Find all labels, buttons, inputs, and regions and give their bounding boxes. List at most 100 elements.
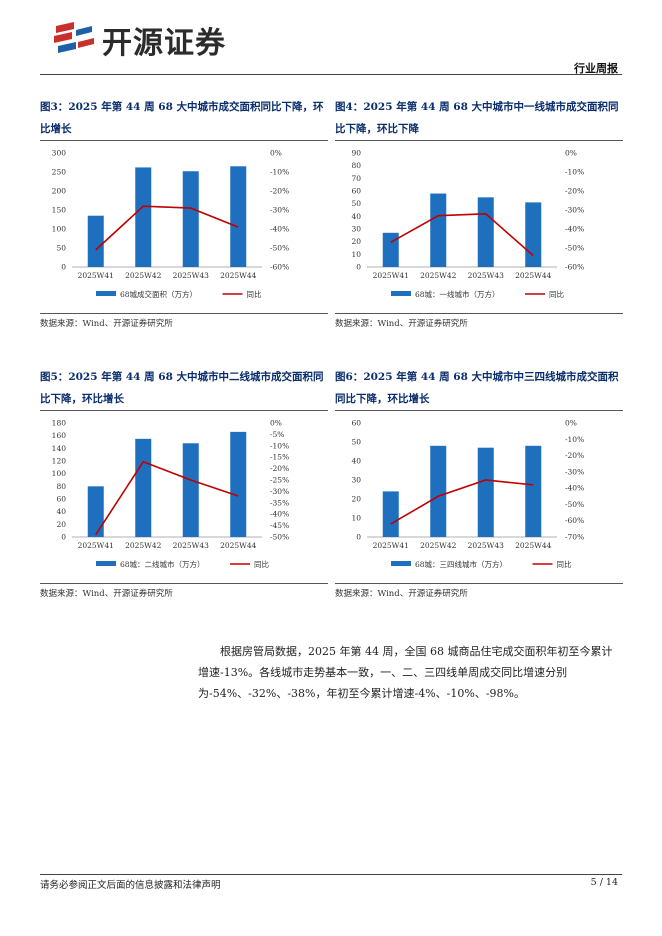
report-type: 行业周报	[574, 62, 618, 75]
y-left-tick-label: 0	[356, 263, 361, 272]
legend-bar-swatch	[391, 291, 411, 296]
y-right-tick-label: -10%	[565, 435, 584, 444]
y-left-tick-label: 160	[52, 431, 67, 440]
x-tick-label: 2025W43	[173, 541, 210, 550]
x-tick-label: 2025W43	[173, 271, 210, 280]
footer-rule	[40, 874, 622, 875]
y-left-tick-label: 0	[356, 533, 361, 542]
figure-panel-3: 图3：2025 年第 44 周 68 大中城市成交面积同比下降，环比增长 300…	[40, 96, 328, 329]
bar	[477, 197, 494, 267]
y-right-tick-label: -25%	[270, 476, 289, 485]
figure-source: 数据来源：Wind、开源证券研究所	[335, 589, 468, 599]
x-tick-label: 2025W42	[420, 541, 457, 550]
y-left-tick-label: 20	[56, 520, 66, 529]
y-right-tick-label: -30%	[565, 467, 584, 476]
y-right-tick-label: 0%	[270, 419, 282, 428]
x-tick-label: 2025W41	[373, 541, 409, 550]
y-right-tick-label: -40%	[565, 225, 584, 234]
chart-area: 90 80 70 60 50 40 30 20 10 0 0% -10% -20% -30% -40% -50…	[335, 141, 623, 313]
y-left-tick-label: 0	[61, 263, 66, 272]
figure-panel-6: 图6：2025 年第 44 周 68 大中城市中三四线城市成交面积同比下降，环比…	[335, 366, 623, 599]
figure-title: 图3：2025 年第 44 周 68 大中城市成交面积同比下降，环比增长	[40, 101, 324, 135]
y-left-tick-label: 60	[56, 495, 66, 504]
y-left-tick-label: 120	[52, 457, 67, 466]
header-rule	[40, 74, 622, 75]
y-left-tick-label: 50	[351, 438, 361, 447]
bar	[135, 167, 152, 267]
y-left-tick-label: 60	[351, 187, 361, 196]
y-left-tick-label: 0	[61, 533, 66, 542]
bar	[382, 232, 399, 267]
figure-title: 图5：2025 年第 44 周 68 大中城市中二线城市成交面积同比下降，环比增…	[40, 371, 324, 405]
legend-bar-label: 68城：二线城市（万方）	[120, 559, 205, 569]
y-right-tick-label: -40%	[565, 484, 584, 493]
bar	[430, 193, 447, 267]
chart-svg: 300 250 200 150 100 50 0 0% -10% -20% -30% -40% -50%…	[52, 149, 290, 300]
y-right-tick-label: -5%	[270, 430, 284, 439]
legend-bar-label: 68城：三四线城市（万方）	[415, 559, 507, 569]
figure-source: 数据来源：Wind、开源证券研究所	[40, 319, 173, 329]
y-right-tick-label: -20%	[565, 451, 584, 460]
y-left-tick-label: 40	[351, 457, 361, 466]
y-left-tick-label: 40	[56, 507, 66, 516]
page-number: 5 / 14	[590, 877, 618, 888]
x-tick-label: 2025W42	[420, 271, 457, 280]
x-tick-label: 2025W41	[78, 271, 114, 280]
y-left-tick-label: 140	[52, 444, 67, 453]
y-left-tick-label: 50	[56, 244, 66, 253]
x-tick-label: 2025W44	[220, 271, 257, 280]
legend-line-label: 同比	[247, 289, 262, 299]
chart-area: 300 250 200 150 100 50 0 0% -10% -20% -30% -40% -50%…	[40, 141, 328, 313]
chart-svg: 60 50 40 30 20 10 0 0% -10% -20% -30% -40% -50% -60% -…	[351, 419, 584, 570]
y-right-tick-label: -20%	[270, 187, 289, 196]
company-logo: 开源证券	[52, 20, 226, 61]
logo-mark-icon	[54, 22, 94, 53]
y-left-tick-label: 20	[351, 495, 361, 504]
y-right-tick-label: -60%	[270, 263, 289, 272]
y-right-tick-label: -50%	[270, 244, 289, 253]
y-left-tick-label: 100	[52, 469, 67, 478]
bar	[230, 166, 247, 267]
footer-disclaimer: 请务必参阅正文后面的信息披露和法律声明	[40, 880, 221, 891]
yoy-line	[390, 212, 534, 257]
y-left-tick-label: 300	[52, 149, 67, 158]
y-right-tick-label: -10%	[270, 441, 289, 450]
y-left-tick-label: 250	[52, 168, 67, 177]
y-right-tick-label: 0%	[565, 419, 577, 428]
legend-bar-label: 68城：一线城市（万方）	[415, 289, 500, 299]
x-tick-label: 2025W41	[78, 541, 114, 550]
chart-svg: 90 80 70 60 50 40 30 20 10 0 0% -10% -20% -30% -40% -50…	[351, 149, 584, 300]
x-tick-label: 2025W44	[220, 541, 257, 550]
legend-bar-label: 68城成交面积（万方）	[120, 289, 197, 299]
y-left-tick-label: 50	[351, 199, 361, 208]
chart-svg: 180 160 140 120 100 80 60 40 20 0 0% -5% -10% -15% -20…	[52, 419, 290, 570]
figure-panel-5: 图5：2025 年第 44 周 68 大中城市中二线城市成交面积同比下降，环比增…	[40, 366, 328, 599]
legend-bar-swatch	[96, 561, 116, 566]
y-right-tick-label: -35%	[270, 498, 289, 507]
bar	[382, 491, 399, 537]
legend-line-label: 同比	[254, 559, 269, 569]
y-left-tick-label: 70	[351, 174, 361, 183]
x-tick-label: 2025W41	[373, 271, 409, 280]
y-right-tick-label: -50%	[565, 244, 584, 253]
yoy-line	[95, 205, 239, 251]
y-right-tick-label: -60%	[565, 516, 584, 525]
y-right-tick-label: -15%	[270, 453, 289, 462]
y-left-tick-label: 30	[351, 476, 361, 485]
y-right-tick-label: 0%	[270, 149, 282, 158]
figure-title: 图4：2025 年第 44 周 68 大中城市中一线城市成交面积同比下降，环比下…	[335, 101, 619, 135]
y-left-tick-label: 40	[351, 212, 361, 221]
y-right-tick-label: 0%	[565, 149, 577, 158]
bar	[87, 215, 104, 267]
x-tick-label: 2025W44	[515, 271, 552, 280]
legend-bar-swatch	[96, 291, 116, 296]
bar	[525, 202, 542, 267]
y-left-tick-label: 90	[351, 149, 361, 158]
y-right-tick-label: -30%	[565, 206, 584, 215]
yoy-line	[390, 479, 534, 525]
y-right-tick-label: -40%	[270, 510, 289, 519]
bar	[182, 443, 199, 537]
bar	[182, 171, 199, 267]
x-tick-label: 2025W43	[468, 541, 505, 550]
y-left-tick-label: 60	[351, 419, 361, 428]
